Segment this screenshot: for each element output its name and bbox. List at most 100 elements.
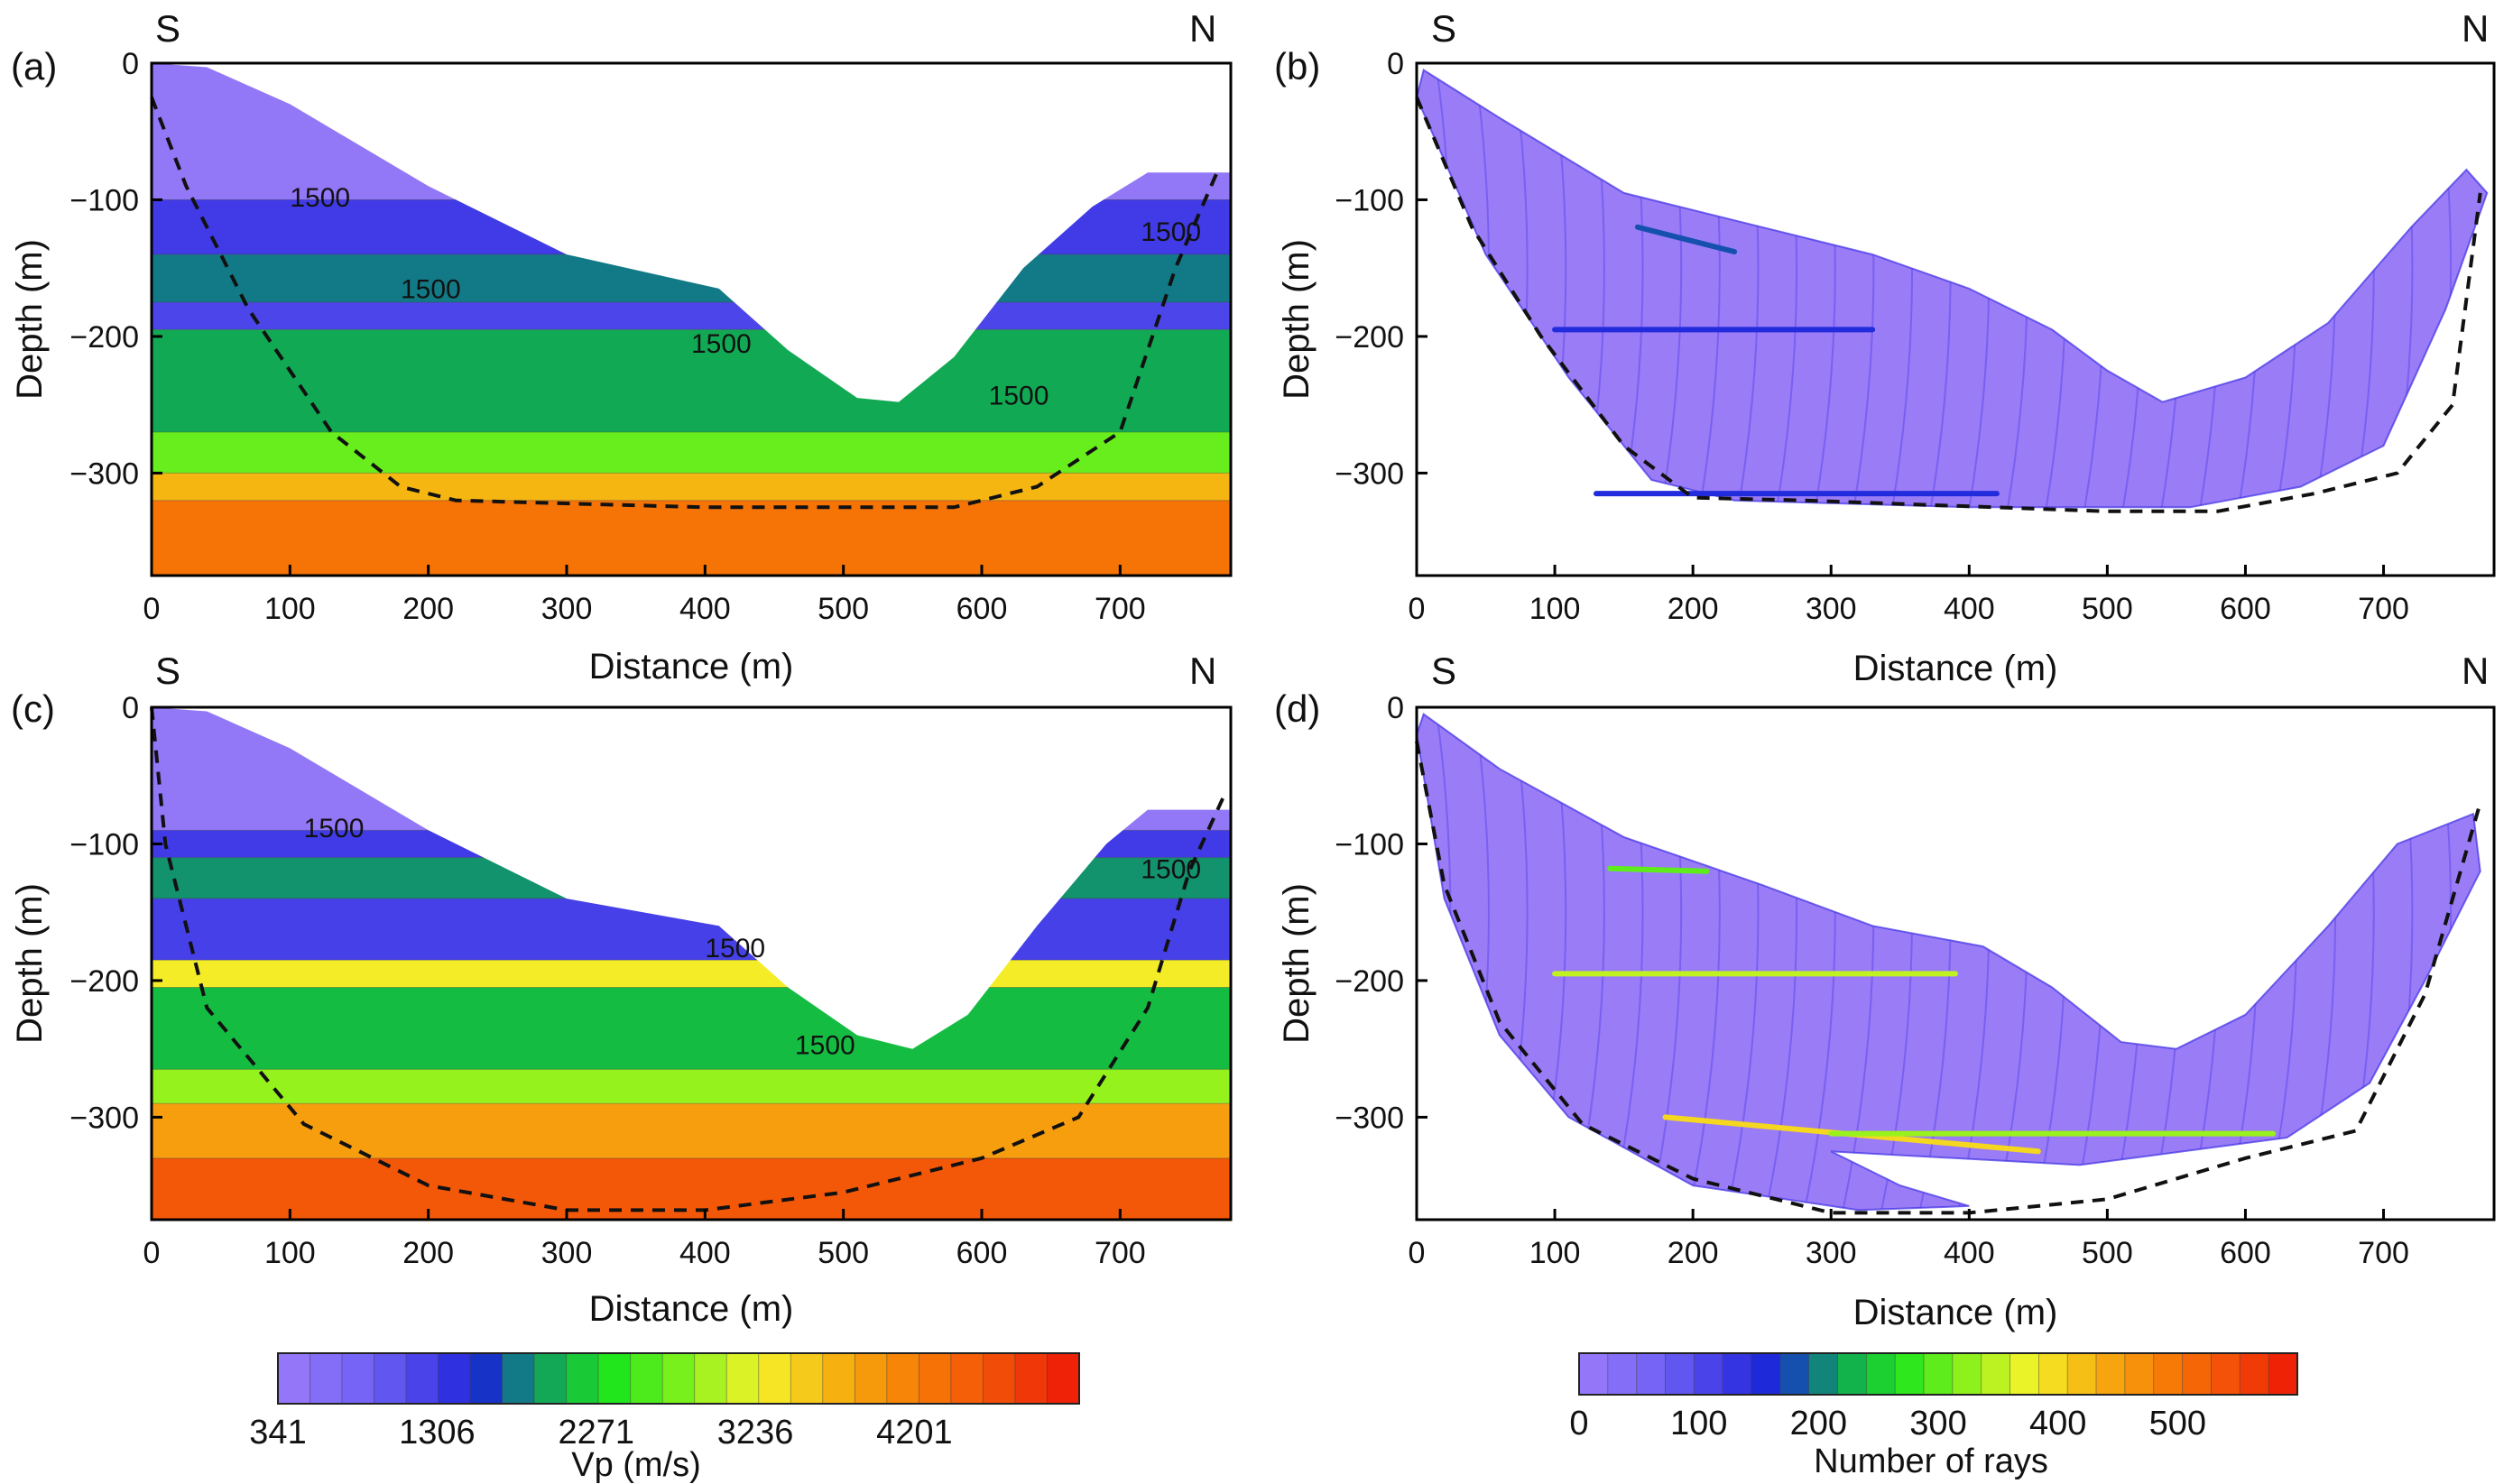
high-ray-density-path: [1607, 865, 1710, 874]
x-tick-label: 600: [2220, 1236, 2271, 1270]
contour-label: 1500: [795, 1031, 855, 1061]
x-tick-label: 400: [1944, 592, 1995, 626]
x-tick-label: 600: [2220, 592, 2271, 626]
x-tick-label: 500: [2082, 592, 2133, 626]
panel-b-axes-frame: [1415, 61, 2496, 577]
velocity-layer: [152, 431, 1231, 474]
contour-label: 1500: [401, 275, 461, 305]
panel-a-south-label: S: [155, 7, 180, 50]
colorbar-swatch: [374, 1352, 407, 1405]
colorbar-swatch: [1693, 1352, 1723, 1396]
x-tick-label: 400: [1944, 1236, 1995, 1270]
colorbar-swatch: [983, 1352, 1016, 1405]
rays-colorbar-ticks: 0 100 200 300 400 500: [1569, 1405, 2206, 1443]
contour-label: 1500: [290, 183, 350, 213]
panel-d-axes-frame: [1415, 705, 2496, 1221]
colorbar-swatch: [661, 1352, 696, 1405]
x-tick-label: 700: [1095, 1236, 1146, 1270]
y-tick-label: −100: [1335, 183, 1404, 217]
x-tick-label: 100: [1529, 592, 1581, 626]
x-tick-label: 100: [264, 1236, 316, 1270]
colorbar-tick-label: 1306: [399, 1414, 476, 1452]
colorbar-swatch: [1865, 1352, 1896, 1396]
colorbar-swatch: [1981, 1352, 2011, 1396]
panel-a: 1500 1500 1500 1500 1500 0 100 200 300 400 500 600…: [10, 7, 1233, 687]
x-tick-label: 600: [956, 592, 1008, 626]
panel-b-south-label: S: [1431, 7, 1456, 50]
ray-coverage-area: [1415, 69, 2489, 509]
y-tick-label: −300: [69, 456, 139, 491]
colorbar-tick-label: 400: [2029, 1405, 2086, 1443]
x-tick-label: 200: [1668, 592, 1719, 626]
velocity-layer: [152, 254, 1231, 303]
rays-colorbar: 0 100 200 300 400 500 Number of rays: [1569, 1352, 2298, 1480]
colorbar-swatch: [919, 1352, 952, 1405]
colorbar-swatch: [1578, 1352, 1609, 1396]
x-tick-label: 0: [1409, 592, 1426, 626]
model-boundary-dashed-line: [1415, 97, 2482, 513]
colorbar-swatch: [310, 1352, 343, 1405]
colorbar-swatch: [725, 1352, 760, 1405]
vp-colorbar-swatches: [277, 1352, 1080, 1405]
colorbar-frame: [277, 1352, 1080, 1405]
x-tick-label: 300: [1806, 1236, 1857, 1270]
colorbar-tick-label: 100: [1670, 1405, 1727, 1443]
x-tick-label: 200: [1668, 1236, 1719, 1270]
y-tick-label: 0: [122, 691, 139, 725]
panel-b-overlay: [1415, 97, 2482, 513]
colorbar-swatch: [2153, 1352, 2184, 1396]
y-tick-label: −300: [1335, 1101, 1404, 1135]
colorbar-swatch: [2182, 1352, 2212, 1396]
x-tick-label: 500: [2082, 1236, 2133, 1270]
panel-c-south-label: S: [155, 650, 180, 692]
velocity-layer: [152, 960, 1231, 988]
panel-d-south-label: S: [1431, 650, 1456, 692]
panel-b-label: (b): [1274, 45, 1320, 88]
panel-b-ylabel: Depth (m): [1277, 239, 1317, 400]
colorbar-swatch: [1014, 1352, 1048, 1405]
panel-d-overlay: [1415, 741, 2482, 1215]
model-boundary-dashed-line: [1415, 741, 2482, 1215]
colorbar-swatch: [438, 1352, 471, 1405]
vp-colorbar-title: Vp (m/s): [571, 1446, 701, 1484]
y-tick-label: 0: [1387, 691, 1404, 725]
contour-label: 1500: [989, 382, 1049, 411]
velocity-layer: [152, 329, 1231, 432]
x-tick-label: 300: [1806, 592, 1857, 626]
colorbar-swatch: [2211, 1352, 2240, 1396]
panel-b-ticks: 0 100 200 300 400 500 600 700 0 −100 −200 −300: [1335, 47, 2408, 626]
velocity-layer: [152, 707, 1231, 831]
x-tick-label: 200: [402, 592, 454, 626]
colorbar-swatch: [2066, 1352, 2097, 1396]
colorbar-swatch: [533, 1352, 568, 1405]
colorbar-swatch: [469, 1352, 504, 1405]
panel-d-north-label: N: [2462, 650, 2489, 692]
contour-label: 1500: [705, 934, 765, 963]
colorbar-swatch: [1779, 1352, 1810, 1396]
panel-b-xlabel: Distance (m): [1853, 649, 2058, 688]
y-tick-label: −100: [69, 183, 139, 217]
vp-colorbar-ticks: 341 1306 2271 3236 4201: [249, 1414, 952, 1452]
colorbar-tick-label: 200: [1790, 1405, 1847, 1443]
colorbar-swatch: [1837, 1352, 1867, 1396]
ray-coverage-area: [1415, 712, 2481, 1212]
colorbar-swatch: [2009, 1352, 2039, 1396]
colorbar-swatch: [1665, 1352, 1695, 1396]
colorbar-swatch: [630, 1352, 663, 1405]
velocity-layer: [152, 857, 1231, 899]
colorbar-tick-label: 0: [1569, 1405, 1588, 1443]
panel-c-north-label: N: [1189, 650, 1216, 692]
velocity-layer: [152, 1103, 1231, 1158]
x-tick-label: 300: [541, 1236, 593, 1270]
colorbar-swatch: [1751, 1352, 1781, 1396]
velocity-layer: [152, 63, 1231, 200]
colorbar-tick-label: 300: [1909, 1405, 1966, 1443]
colorbar-swatch: [1952, 1352, 1982, 1396]
colorbar-swatch: [1894, 1352, 1925, 1396]
colorbar-swatch: [2095, 1352, 2126, 1396]
colorbar-swatch: [1722, 1352, 1752, 1396]
colorbar-swatch: [886, 1352, 919, 1405]
y-tick-label: −200: [1335, 964, 1404, 999]
